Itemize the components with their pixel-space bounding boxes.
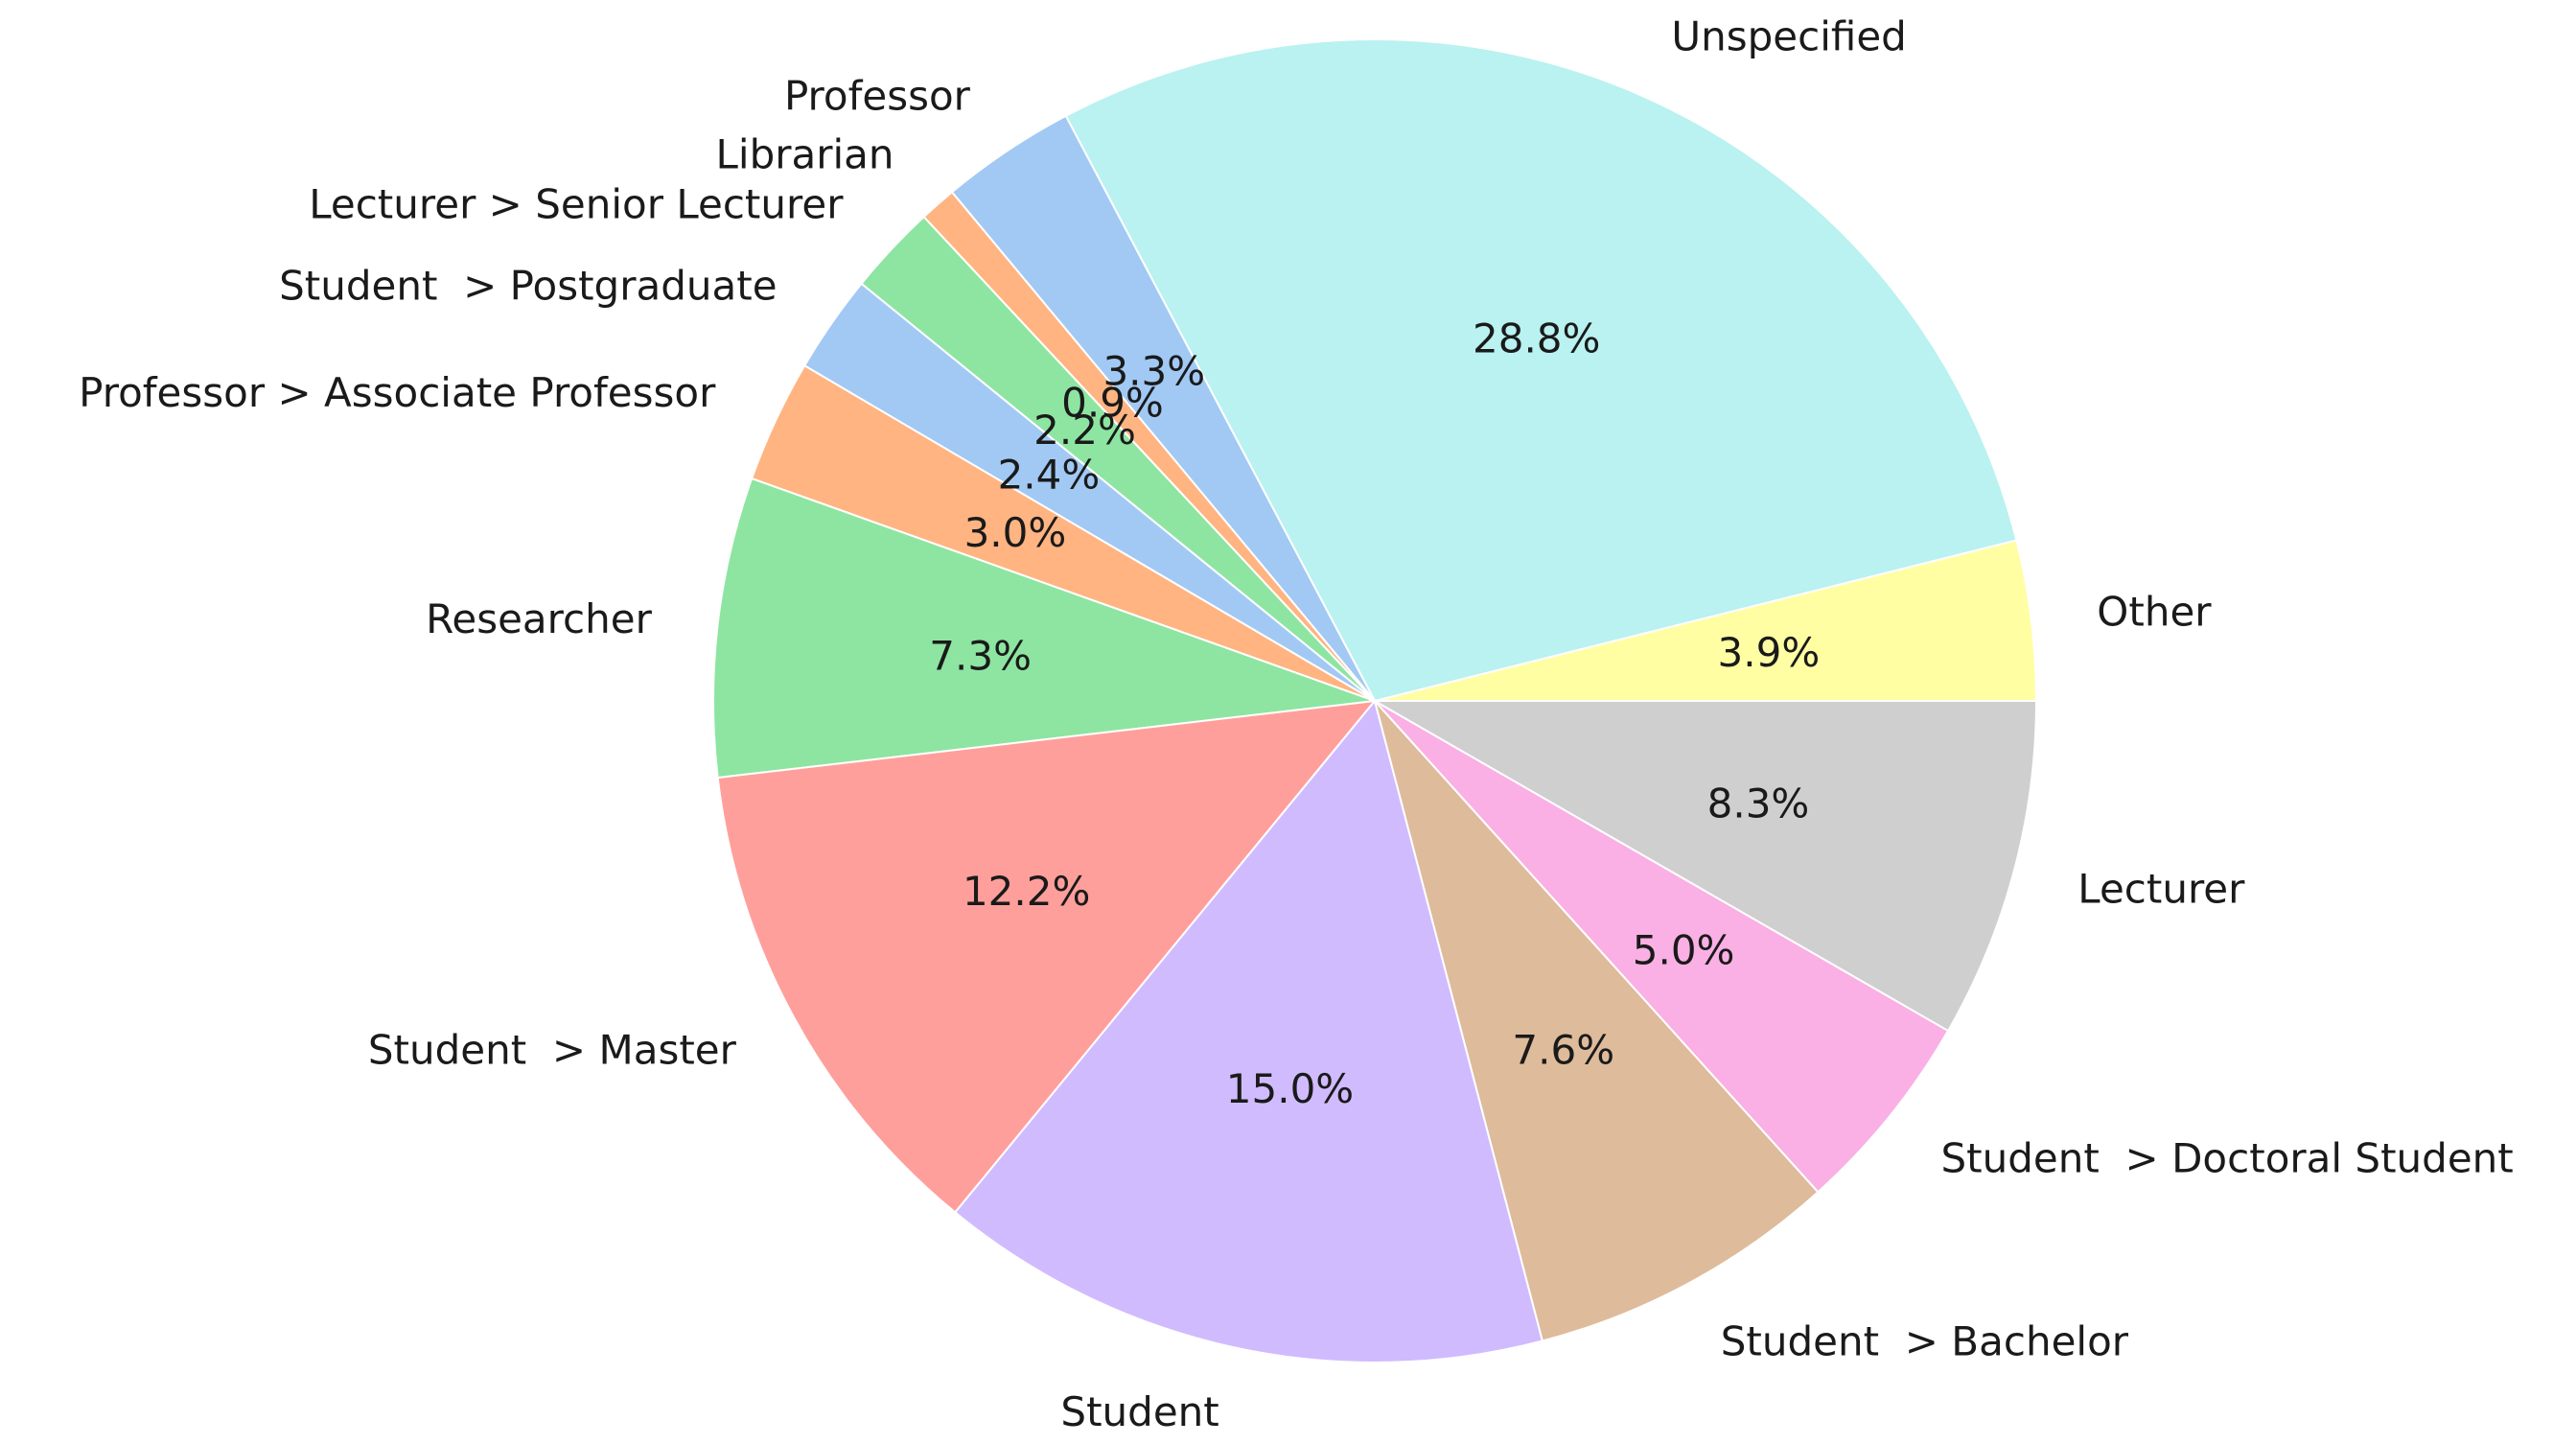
pie-slice-student <box>953 698 1544 1363</box>
pie-percent-label-lecturer-senior-lecturer: 2.2% <box>1033 407 1136 454</box>
pie-percent-label-researcher: 7.3% <box>929 633 1032 680</box>
pie-slices <box>712 38 2038 1363</box>
pie-percent-label-librarian: 0.9% <box>1061 380 1164 427</box>
pie-category-labels: OtherUnspecifiedProfessorLibrarianLectur… <box>79 12 2514 1435</box>
pie-category-label-professor: Professor <box>784 73 971 120</box>
pie-slice-student-bachelor <box>1374 700 1820 1342</box>
pie-percent-label-student-bachelor: 7.6% <box>1512 1027 1614 1074</box>
pie-category-label-unspecified: Unspecified <box>1671 12 1906 59</box>
pie-category-label-student-postgraduate: Student > Postgraduate <box>279 263 777 310</box>
pie-percent-label-student-master: 12.2% <box>963 868 1090 915</box>
pie-slice-student-doctoral-student <box>1374 700 1950 1194</box>
pie-percent-label-student-postgraduate: 2.4% <box>998 451 1101 498</box>
pie-category-label-student: Student <box>1060 1388 1218 1435</box>
pie-percent-label-unspecified: 28.8% <box>1473 314 1600 361</box>
pie-percent-label-professor: 3.3% <box>1102 347 1205 394</box>
pie-category-label-researcher: Researcher <box>426 595 652 642</box>
pie-percent-label-student-doctoral-student: 5.0% <box>1633 927 1735 974</box>
pie-category-label-professor-associate-professor: Professor > Associate Professor <box>79 369 716 416</box>
pie-category-label-student-bachelor: Student > Bachelor <box>1721 1317 2129 1364</box>
pie-percent-label-student: 15.0% <box>1226 1065 1354 1112</box>
pie-category-label-lecturer-senior-lecturer: Lecturer > Senior Lecturer <box>309 180 844 227</box>
pie-category-label-lecturer: Lecturer <box>2077 865 2245 912</box>
pie-slice-unspecified <box>1064 38 2018 703</box>
pie-slice-student-master <box>716 699 1378 1214</box>
pie-percent-label-other: 3.9% <box>1718 629 1821 676</box>
pie-category-label-student-master: Student > Master <box>368 1026 737 1073</box>
pie-percent-label-lecturer: 8.3% <box>1707 780 1810 827</box>
pie-category-label-other: Other <box>2097 589 2212 636</box>
pie-slice-researcher <box>712 477 1376 780</box>
pie-percent-labels: 3.9% 28.8% 3.3%0.9%2.2%2.4% 3.0% 7.3% 12.2% 15… <box>929 314 1820 1111</box>
pie-category-label-student-doctoral-student: Student > Doctoral Student <box>1941 1134 2514 1181</box>
pie-percent-label-professor-associate-professor: 3.0% <box>964 509 1067 556</box>
pie-category-label-librarian: Librarian <box>716 131 894 178</box>
pie-slice-lecturer <box>1371 700 2038 1033</box>
